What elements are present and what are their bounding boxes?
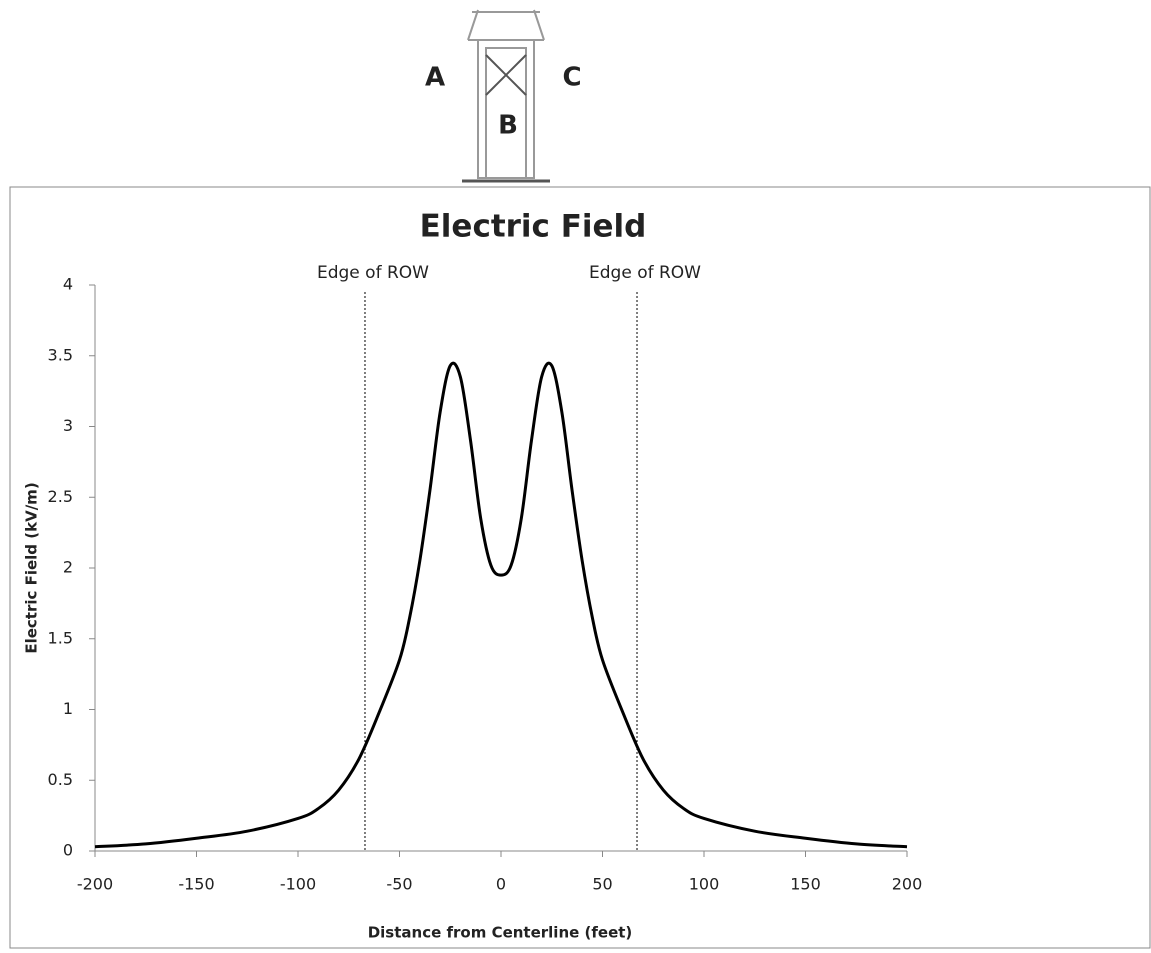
phase-label: B xyxy=(498,111,518,141)
x-tick-label: -100 xyxy=(280,875,316,894)
x-tick-label: 200 xyxy=(892,875,923,894)
y-tick-label: 1.5 xyxy=(48,628,73,647)
row-edge-label: Edge of ROW xyxy=(589,263,701,283)
y-axis-label: Electric Field (kV/m) xyxy=(23,482,41,653)
x-tick-label: 150 xyxy=(790,875,821,894)
y-tick-label: 4 xyxy=(63,275,73,294)
phase-label: C xyxy=(562,63,581,93)
chart-title: Electric Field xyxy=(420,209,647,245)
y-tick-label: 3 xyxy=(63,416,73,435)
series-line xyxy=(94,361,908,849)
y-tick-label: 2 xyxy=(63,558,73,577)
x-tick-label: 100 xyxy=(689,875,720,894)
x-tick-label: -150 xyxy=(178,875,214,894)
x-tick-label: 50 xyxy=(592,875,612,894)
x-tick-label: -200 xyxy=(77,875,113,894)
x-tick-label: -50 xyxy=(386,875,412,894)
y-tick-label: 3.5 xyxy=(48,345,73,364)
y-tick-label: 0 xyxy=(63,841,73,860)
tower-diagram xyxy=(462,9,550,183)
phase-label: A xyxy=(425,63,445,93)
chart-border xyxy=(9,186,1151,949)
x-axis-label: Distance from Centerline (feet) xyxy=(368,924,633,942)
y-tick-label: 2.5 xyxy=(48,487,73,506)
y-tick-label: 1 xyxy=(63,699,73,718)
row-edge-label: Edge of ROW xyxy=(317,263,429,283)
y-tick-label: 0.5 xyxy=(48,770,73,789)
x-tick-label: 0 xyxy=(496,875,506,894)
